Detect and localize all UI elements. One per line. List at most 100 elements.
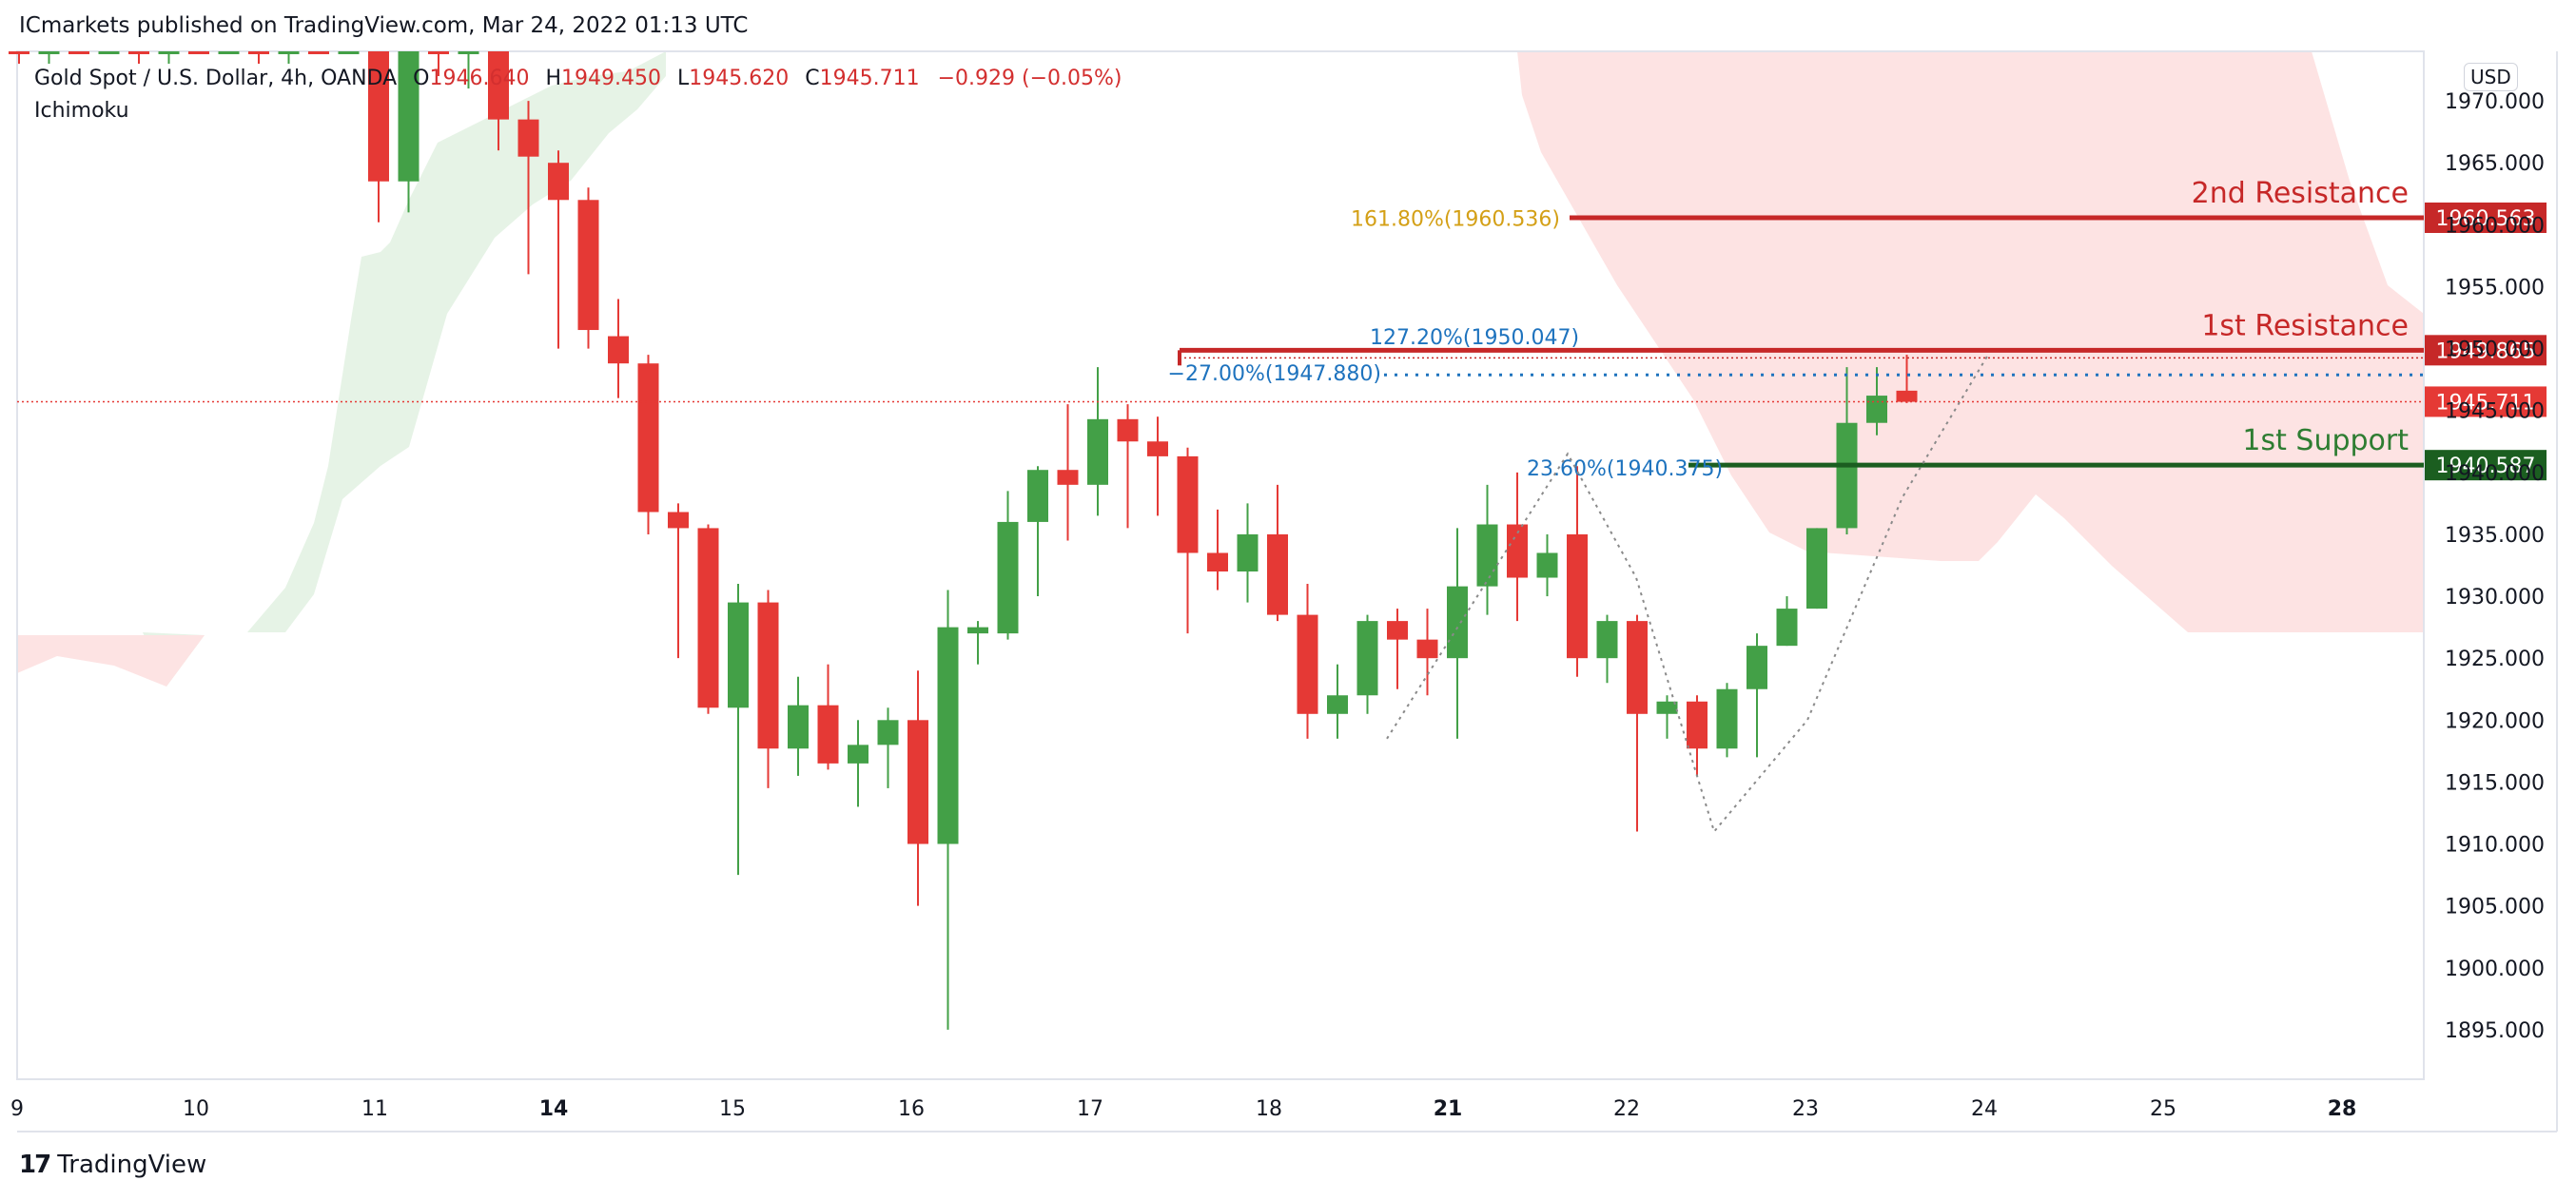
candle-body[interactable] bbox=[1267, 533, 1288, 615]
candle-body[interactable] bbox=[1687, 701, 1708, 749]
symbol-name: Gold Spot / U.S. Dollar, 4h, OANDA bbox=[34, 67, 398, 90]
y-tick-label: 1960.000 bbox=[2445, 214, 2545, 238]
candle-body[interactable] bbox=[158, 51, 180, 54]
candle-body[interactable] bbox=[1567, 533, 1588, 659]
candle-body[interactable] bbox=[1147, 441, 1168, 456]
candle-body[interactable] bbox=[907, 720, 928, 844]
price-tag bbox=[2425, 450, 2547, 481]
candles[interactable] bbox=[9, 51, 1918, 1030]
candle-body[interactable] bbox=[668, 512, 689, 529]
candle-body[interactable] bbox=[488, 51, 509, 120]
candle-body[interactable] bbox=[517, 119, 539, 157]
y-tick-label: 1940.000 bbox=[2445, 462, 2545, 486]
candle-body[interactable] bbox=[877, 720, 899, 745]
candle-body[interactable] bbox=[697, 528, 719, 708]
y-tick-label: 1925.000 bbox=[2445, 648, 2545, 671]
price-tag-label: 1949.865 bbox=[2436, 339, 2536, 363]
candle-body[interactable] bbox=[458, 51, 479, 54]
candle-body[interactable] bbox=[1627, 621, 1648, 714]
x-tick-label: 18 bbox=[1256, 1097, 1282, 1121]
candle-body[interactable] bbox=[1416, 639, 1438, 659]
candle-body[interactable] bbox=[967, 627, 988, 634]
candle-body[interactable] bbox=[1476, 524, 1498, 587]
candle-body[interactable] bbox=[128, 51, 149, 54]
x-tick-label: 14 bbox=[539, 1097, 569, 1121]
candle-body[interactable] bbox=[1596, 621, 1618, 659]
fib-label: −27.00%(1947.880) bbox=[1168, 362, 1381, 386]
candle-body[interactable] bbox=[1656, 701, 1678, 714]
candle-body[interactable] bbox=[338, 51, 360, 54]
candle-body[interactable] bbox=[398, 51, 420, 182]
chart-frame bbox=[16, 50, 2558, 1132]
candle-body[interactable] bbox=[368, 51, 389, 182]
y-tick-label: 1920.000 bbox=[2445, 709, 2545, 733]
currency-button[interactable]: USD bbox=[2464, 63, 2518, 91]
axes[interactable]: 1960.563 1949.865 1940.587 1945.711 1895.000… bbox=[10, 90, 2547, 1121]
candle-body[interactable] bbox=[1716, 688, 1738, 749]
candle-body[interactable] bbox=[1447, 586, 1468, 659]
drawings[interactable]: 2nd Resistance 1st Resistance 1st Support 1… bbox=[17, 177, 2424, 834]
candle-body[interactable] bbox=[9, 51, 29, 54]
candle-body[interactable] bbox=[1297, 614, 1318, 714]
x-tick-label: 9 bbox=[10, 1097, 24, 1121]
open-label: O bbox=[413, 67, 430, 90]
close-value: 1945.711 bbox=[819, 67, 920, 90]
candle-body[interactable] bbox=[728, 602, 749, 708]
candle-body[interactable] bbox=[248, 51, 269, 54]
candle-body[interactable] bbox=[1027, 470, 1048, 522]
candle-body[interactable] bbox=[1747, 646, 1767, 689]
candle-body[interactable] bbox=[1177, 455, 1199, 553]
candle-body[interactable] bbox=[608, 336, 629, 364]
y-tick-label: 1965.000 bbox=[2445, 152, 2545, 176]
candle-body[interactable] bbox=[1057, 470, 1079, 485]
candle-body[interactable] bbox=[1866, 396, 1887, 423]
candle-body[interactable] bbox=[817, 705, 839, 764]
x-tick-label: 24 bbox=[1971, 1097, 1998, 1121]
tradingview-brand[interactable]: 17 TradingView bbox=[19, 1151, 206, 1179]
candle-body[interactable] bbox=[1507, 524, 1528, 578]
level-label: 1st Resistance bbox=[2201, 309, 2409, 342]
candle-body[interactable] bbox=[1087, 418, 1108, 485]
candle-body[interactable] bbox=[997, 521, 1019, 634]
x-tick-label: 21 bbox=[1434, 1097, 1463, 1121]
candle-body[interactable] bbox=[1387, 621, 1408, 640]
candle-body[interactable] bbox=[1327, 695, 1348, 714]
candle-body[interactable] bbox=[1207, 552, 1228, 572]
candle-body[interactable] bbox=[848, 745, 868, 764]
candle-body[interactable] bbox=[188, 51, 209, 54]
candle-body[interactable] bbox=[1776, 609, 1798, 647]
candle-body[interactable] bbox=[218, 51, 240, 54]
cloud-bearish-right bbox=[1517, 51, 2424, 632]
candle-body[interactable] bbox=[1117, 418, 1139, 442]
y-tick-label: 1910.000 bbox=[2445, 834, 2545, 858]
candle-body[interactable] bbox=[788, 705, 809, 749]
symbol-legend[interactable]: Gold Spot / U.S. Dollar, 4h, OANDA O1946… bbox=[34, 67, 1122, 90]
indicator-name[interactable]: Ichimoku bbox=[34, 99, 129, 123]
candle-body[interactable] bbox=[1356, 621, 1378, 696]
candle-body[interactable] bbox=[577, 200, 599, 331]
candle-body[interactable] bbox=[757, 602, 779, 749]
candle-body[interactable] bbox=[428, 51, 449, 54]
y-tick-label: 1935.000 bbox=[2445, 524, 2545, 548]
candle-body[interactable] bbox=[637, 363, 659, 513]
x-tick-label: 16 bbox=[898, 1097, 925, 1121]
price-tag-label: 1960.563 bbox=[2436, 207, 2536, 231]
candle-body[interactable] bbox=[937, 627, 959, 844]
candle-body[interactable] bbox=[278, 51, 300, 54]
y-tick-label: 1970.000 bbox=[2445, 90, 2545, 114]
pattern-zigzag[interactable] bbox=[1386, 354, 1989, 834]
candle-body[interactable] bbox=[548, 163, 569, 201]
candle-body[interactable] bbox=[1896, 390, 1918, 402]
cloud-bearish-left bbox=[17, 635, 205, 687]
candle-body[interactable] bbox=[1806, 528, 1827, 610]
candle-body[interactable] bbox=[308, 51, 329, 54]
candle-body[interactable] bbox=[38, 51, 60, 54]
price-tag-label: 1940.587 bbox=[2436, 455, 2536, 478]
candle-body[interactable] bbox=[1237, 533, 1259, 572]
candle-body[interactable] bbox=[98, 51, 120, 54]
candle-body[interactable] bbox=[68, 51, 89, 54]
candle-body[interactable] bbox=[1836, 422, 1858, 529]
candle-body[interactable] bbox=[1536, 552, 1558, 578]
plot-border bbox=[16, 50, 2425, 1080]
